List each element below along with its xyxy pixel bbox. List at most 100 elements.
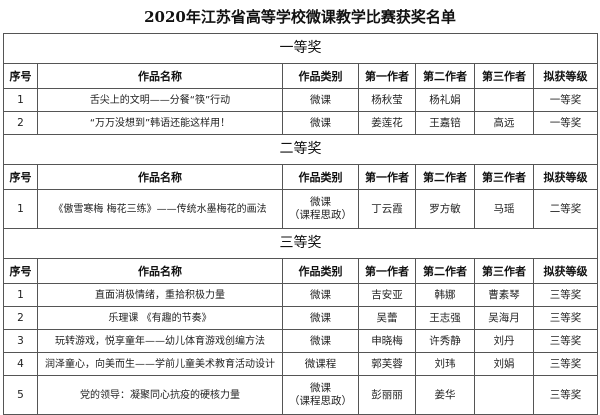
column-header-first-author: 第一作者 bbox=[358, 258, 416, 284]
work-category: 微课 bbox=[282, 329, 359, 353]
first-author: 郭芙蓉 bbox=[358, 352, 416, 376]
work-title: 乐理课 《有趣的节奏》 bbox=[37, 306, 283, 330]
work-category: 微课 bbox=[282, 306, 359, 330]
second-author: 王嘉锫 bbox=[415, 111, 475, 135]
document-title: 2020年江苏省高等学校微课教学比赛获奖名单 bbox=[144, 8, 456, 26]
award-level: 三等奖 bbox=[532, 306, 599, 330]
column-header-second-author: 第二作者 bbox=[415, 63, 475, 89]
category-line: 微课 bbox=[310, 288, 331, 301]
category-line: （课程思政） bbox=[289, 209, 352, 221]
table-row: 1 《傲雪寒梅 梅花三练》——传统水墨梅花的画法 微课 （课程思政） 丁云霞 罗方敏 马瑶二… bbox=[3, 189, 599, 229]
work-title: 《傲雪寒梅 梅花三练》——传统水墨梅花的画法 bbox=[37, 189, 283, 229]
third-author: 高远 bbox=[474, 111, 534, 135]
award-level: 一等奖 bbox=[532, 88, 599, 112]
column-header-work-category: 作品类别 bbox=[282, 63, 359, 89]
work-category: 微课程 bbox=[282, 352, 359, 376]
second-author: 罗方敏 bbox=[415, 189, 475, 229]
column-header-first-author: 第一作者 bbox=[358, 164, 416, 190]
award-table: 一等奖 序号 作品名称 作品类别 第一作者 第二作者 第三作者 拟获等级 1 舌尖上的文明——分餐… bbox=[2, 33, 599, 415]
second-author: 杨礼娟 bbox=[415, 88, 475, 112]
table-row: 4 润泽童心，向美而生——学前儿童美术教育活动设计 微课程 郭芙蓉 刘玮 刘娟 三等奖 bbox=[3, 352, 599, 376]
section-heading: 一等奖 bbox=[2, 33, 599, 64]
award-level: 三等奖 bbox=[532, 329, 599, 353]
award-level: 二等奖 bbox=[532, 189, 599, 229]
first-author: 丁云霞 bbox=[358, 189, 416, 229]
column-header-row-number: 序号 bbox=[3, 164, 38, 190]
category-line: 微课 bbox=[310, 382, 331, 394]
third-author: 马瑶 bbox=[474, 189, 534, 229]
column-header-award-level: 拟获等级 bbox=[532, 258, 599, 284]
category-line: 微课 bbox=[310, 311, 331, 324]
work-category: 微课 bbox=[282, 111, 359, 135]
column-header-award-level: 拟获等级 bbox=[532, 63, 599, 89]
work-title: 舌尖上的文明——分餐“筷”行动 bbox=[37, 88, 283, 112]
third-author: 吴海月 bbox=[474, 306, 534, 330]
table-row: 3 玩转游戏，悦享童年——幼儿体育游戏创编方法 微课 申晓梅 许秀静 刘丹 三等奖 bbox=[3, 329, 599, 353]
work-category: 微课 （课程思政） bbox=[282, 189, 359, 229]
first-author: 申晓梅 bbox=[358, 329, 416, 353]
first-author: 彭丽丽 bbox=[358, 375, 416, 415]
table-row: 2 “万万没想到”韩语还能这样用！ 微课 姜莲花 王嘉锫 高远 一等奖 bbox=[3, 111, 599, 135]
category-line: 微课 bbox=[310, 116, 331, 129]
second-author: 王志强 bbox=[415, 306, 475, 330]
first-author: 吴蕾 bbox=[358, 306, 416, 330]
category-line: 微课程 bbox=[304, 357, 337, 370]
third-author: 刘娟 bbox=[474, 352, 534, 376]
category-line: （课程思政） bbox=[289, 395, 352, 407]
column-header-row-number: 序号 bbox=[3, 63, 38, 89]
work-title: 直面消极情绪，重拾积极力量 bbox=[37, 283, 283, 307]
column-header-work-title: 作品名称 bbox=[37, 63, 283, 89]
column-header-work-category: 作品类别 bbox=[282, 164, 359, 190]
second-author: 刘玮 bbox=[415, 352, 475, 376]
table-row: 1 舌尖上的文明——分餐“筷”行动 微课 杨秋莹 杨礼娟 一等奖 bbox=[3, 88, 599, 112]
table-row: 1 直面消极情绪，重拾积极力量 微课 吉安亚 韩娜 曹素琴 三等奖 bbox=[3, 283, 599, 307]
table-header-row: 序号 作品名称 作品类别 第一作者 第二作者 第三作者 拟获等级 bbox=[3, 63, 599, 89]
category-line: 微课 bbox=[310, 196, 331, 208]
table-header-row: 序号 作品名称 作品类别 第一作者 第二作者 第三作者 拟获等级 bbox=[3, 258, 599, 284]
award-level: 三等奖 bbox=[532, 352, 599, 376]
row-number: 3 bbox=[3, 329, 38, 353]
first-author: 姜莲花 bbox=[358, 111, 416, 135]
second-author: 姜华 bbox=[415, 375, 475, 415]
award-level: 三等奖 bbox=[532, 283, 599, 307]
work-title: 润泽童心，向美而生——学前儿童美术教育活动设计 bbox=[37, 352, 283, 376]
row-number: 4 bbox=[3, 352, 38, 376]
third-author: 曹素琴 bbox=[474, 283, 534, 307]
work-category: 微课 （课程思政） bbox=[282, 375, 359, 415]
third-author: 刘丹 bbox=[474, 329, 534, 353]
row-number: 2 bbox=[3, 306, 38, 330]
section-heading-row: 二等奖 bbox=[2, 134, 599, 165]
column-header-third-author: 第三作者 bbox=[474, 63, 534, 89]
column-header-work-title: 作品名称 bbox=[37, 164, 283, 190]
second-author: 韩娜 bbox=[415, 283, 475, 307]
award-level: 三等奖 bbox=[532, 375, 599, 415]
section-heading: 二等奖 bbox=[2, 134, 599, 165]
second-author: 许秀静 bbox=[415, 329, 475, 353]
table-header-row: 序号 作品名称 作品类别 第一作者 第二作者 第三作者 拟获等级 bbox=[3, 164, 599, 190]
section-heading: 三等奖 bbox=[2, 228, 599, 259]
work-title: 党的领导：凝聚同心抗疫的硬核力量 bbox=[37, 375, 283, 415]
column-header-award-level: 拟获等级 bbox=[532, 164, 599, 190]
award-level: 一等奖 bbox=[532, 111, 599, 135]
column-header-second-author: 第二作者 bbox=[415, 164, 475, 190]
row-number: 2 bbox=[3, 111, 38, 135]
section-heading-row: 三等奖 bbox=[2, 228, 599, 259]
third-author bbox=[474, 375, 534, 415]
column-header-work-title: 作品名称 bbox=[37, 258, 283, 284]
table-row: 2 乐理课 《有趣的节奏》 微课 吴蕾 王志强 吴海月 三等奖 bbox=[3, 306, 599, 330]
first-author: 吉安亚 bbox=[358, 283, 416, 307]
row-number: 1 bbox=[3, 88, 38, 112]
column-header-row-number: 序号 bbox=[3, 258, 38, 284]
column-header-third-author: 第三作者 bbox=[474, 258, 534, 284]
work-title: 玩转游戏，悦享童年——幼儿体育游戏创编方法 bbox=[37, 329, 283, 353]
column-header-third-author: 第三作者 bbox=[474, 164, 534, 190]
work-category: 微课 bbox=[282, 88, 359, 112]
column-header-first-author: 第一作者 bbox=[358, 63, 416, 89]
first-author: 杨秋莹 bbox=[358, 88, 416, 112]
row-number: 1 bbox=[3, 283, 38, 307]
category-line: 微课 bbox=[310, 93, 331, 106]
section-heading-row: 一等奖 bbox=[2, 33, 599, 64]
work-title: “万万没想到”韩语还能这样用！ bbox=[37, 111, 283, 135]
row-number: 1 bbox=[3, 189, 38, 229]
table-row: 5 党的领导：凝聚同心抗疫的硬核力量 微课 （课程思政） 彭丽丽 姜华 三等奖 bbox=[3, 375, 599, 415]
